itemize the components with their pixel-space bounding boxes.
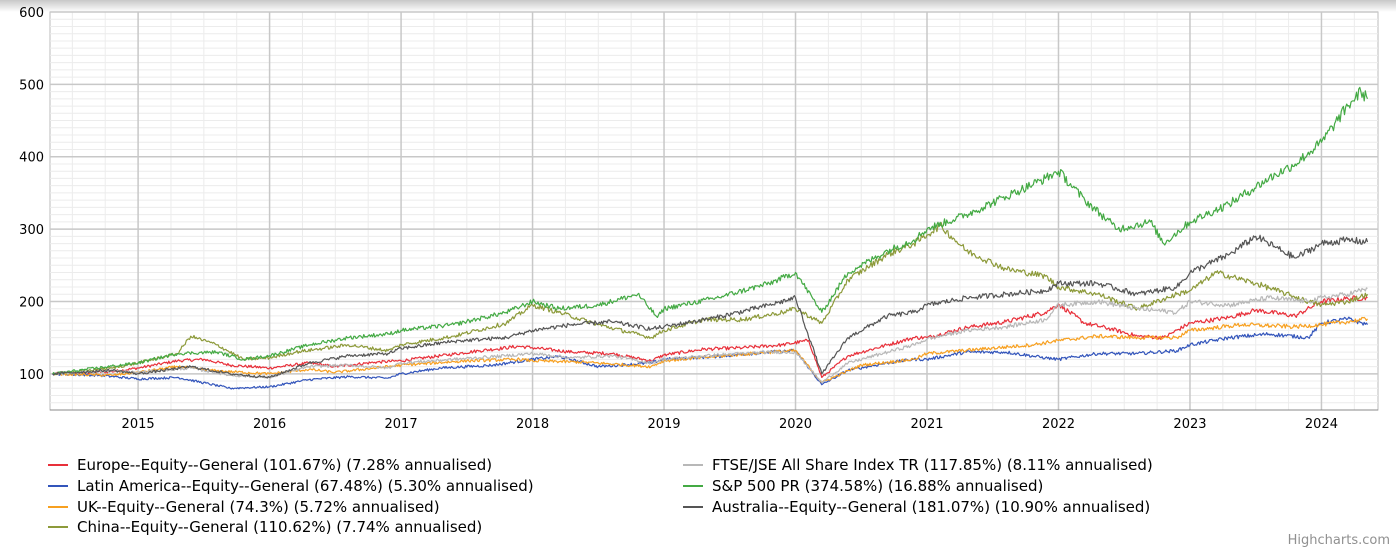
x-tick-label: 2017 [385,417,418,432]
legend-label: FTSE/JSE All Share Index TR (117.85%) (8… [712,456,1153,474]
x-tick-label: 2018 [516,417,549,432]
major-gridlines [50,11,1378,410]
legend-label: Europe--Equity--General (101.67%) (7.28%… [77,456,492,474]
x-tick-label: 2020 [779,417,812,432]
y-tick-label: 300 [19,223,44,238]
legend-label: Latin America--Equity--General (67.48%) … [77,477,534,495]
y-tick-label: 600 [19,6,44,21]
series-line[interactable] [52,234,1369,379]
x-tick-label: 2015 [122,417,155,432]
x-tick-label: 2021 [910,417,943,432]
legend-label: Australia--Equity--General (181.07%) (10… [712,498,1150,516]
x-tick-label: 2016 [253,417,286,432]
x-tick-label: 2023 [1173,417,1206,432]
legend-item[interactable]: Europe--Equity--General (101.67%) (7.28%… [48,456,492,474]
series-line[interactable] [52,316,1368,384]
y-tick-label: 200 [19,295,44,310]
legend-label: S&P 500 PR (374.58%) (16.88% annualised) [712,477,1043,495]
series-line[interactable] [52,287,1368,384]
legend: Europe--Equity--General (101.67%) (7.28%… [48,456,1153,536]
x-tick-label: 2019 [647,417,680,432]
x-tick-label: 2022 [1042,417,1075,432]
series-layer [52,86,1369,390]
y-axis: 100 200 300 400 500 600 [19,6,44,383]
legend-item[interactable]: UK--Equity--General (74.3%) (5.72% annua… [48,498,440,516]
legend-item[interactable]: S&P 500 PR (374.58%) (16.88% annualised) [683,477,1043,495]
legend-item[interactable]: Latin America--Equity--General (67.48%) … [48,477,534,495]
legend-label: China--Equity--General (110.62%) (7.74% … [77,518,482,536]
legend-item[interactable]: China--Equity--General (110.62%) (7.74% … [48,518,482,536]
legend-label: UK--Equity--General (74.3%) (5.72% annua… [77,498,440,516]
credit-text[interactable]: Highcharts.com [1288,533,1390,548]
y-tick-label: 100 [19,368,44,383]
legend-item[interactable]: FTSE/JSE All Share Index TR (117.85%) (8… [683,456,1153,474]
x-tick-label: 2024 [1305,417,1338,432]
legend-item[interactable]: Australia--Equity--General (181.07%) (10… [683,498,1150,516]
series-line[interactable] [52,86,1369,375]
x-axis: 2015 2016 2017 2018 2019 2020 2021 2022 2023 2024 [122,417,1338,432]
y-tick-label: 400 [19,151,44,166]
series-line[interactable] [52,295,1368,378]
y-tick-label: 500 [19,78,44,93]
